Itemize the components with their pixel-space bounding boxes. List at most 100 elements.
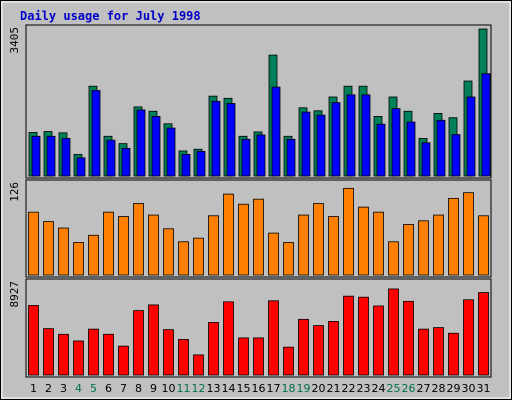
bar-top-s1-day-31 [481, 73, 491, 177]
bar-bottom-s0-day-23 [358, 296, 369, 376]
x-tick-label-day-29: 29 [447, 382, 461, 395]
x-tick-label-day-10: 10 [162, 382, 176, 395]
x-tick-label-day-27: 27 [417, 382, 431, 395]
bar-middle-s0-day-22 [343, 187, 354, 276]
bar-top-s1-day-17 [271, 86, 281, 177]
bar-top-s1-day-15 [241, 138, 251, 177]
x-tick-label-day-9: 9 [150, 382, 157, 395]
panel-top: 3405 [8, 24, 492, 179]
bar-top-s1-day-5 [91, 90, 101, 177]
y-axis-max-label: 126 [8, 182, 21, 202]
bar-bottom-s0-day-25 [388, 288, 399, 376]
bar-top-s1-day-14 [226, 103, 236, 177]
bar-middle-s0-day-11 [178, 241, 189, 276]
bar-top-s1-day-7 [121, 147, 131, 177]
bar-top-s1-day-19 [301, 111, 311, 177]
bar-top-s1-day-22 [346, 94, 356, 177]
bar-top-s1-day-4 [76, 157, 86, 177]
bar-middle-s0-day-29 [448, 198, 459, 276]
bar-middle-s0-day-5 [88, 234, 99, 276]
bar-bottom-s0-day-27 [418, 328, 429, 376]
panel-middle: 126 [8, 179, 492, 278]
bar-middle-s0-day-23 [358, 206, 369, 276]
bar-top-s1-day-12 [196, 150, 206, 177]
bar-bottom-s0-day-11 [178, 339, 189, 376]
chart-panels: 3405 126 8927 [8, 24, 492, 378]
bar-top-s1-day-16 [256, 134, 266, 177]
bar-bottom-s0-day-14 [223, 301, 234, 376]
bar-top-s1-day-1 [31, 135, 41, 177]
bar-middle-s0-day-30 [463, 192, 474, 276]
bar-bottom-s0-day-2 [43, 328, 54, 376]
bar-middle-s0-day-1 [28, 211, 39, 276]
x-tick-label-day-31: 31 [477, 382, 491, 395]
bar-middle-s0-day-9 [148, 214, 159, 276]
x-tick-label-day-14: 14 [222, 382, 236, 395]
bar-bottom-s0-day-10 [163, 329, 174, 376]
bar-bottom-s0-day-26 [403, 300, 414, 376]
x-tick-label-day-22: 22 [342, 382, 356, 395]
x-tick-label-day-13: 13 [207, 382, 221, 395]
x-tick-label-day-18: 18 [282, 382, 296, 395]
bar-top-s1-day-20 [316, 114, 326, 177]
bar-bottom-s0-day-24 [373, 305, 384, 376]
bar-top-s1-day-8 [136, 109, 146, 177]
x-tick-label-day-8: 8 [135, 382, 142, 395]
bar-top-s1-day-29 [451, 134, 461, 177]
bar-middle-s0-day-2 [43, 221, 54, 276]
bar-bottom-s0-day-13 [208, 322, 219, 376]
x-tick-label-day-3: 3 [60, 382, 67, 395]
bar-bottom-s0-day-22 [343, 295, 354, 376]
bar-middle-s0-day-3 [58, 227, 69, 276]
bar-bottom-s0-day-16 [253, 337, 264, 376]
bar-top-s1-day-26 [406, 121, 416, 177]
bar-top-s1-day-10 [166, 127, 176, 177]
panel-bottom: 8927 [8, 278, 492, 378]
bar-bottom-s0-day-1 [28, 305, 39, 376]
bar-middle-s0-day-20 [313, 203, 324, 276]
bar-middle-s0-day-27 [418, 220, 429, 276]
bar-bottom-s0-day-12 [193, 354, 204, 376]
x-tick-label-day-28: 28 [432, 382, 446, 395]
x-tick-label-day-1: 1 [30, 382, 37, 395]
bar-middle-s0-day-16 [253, 198, 264, 276]
bar-bottom-s0-day-29 [448, 332, 459, 376]
x-tick-label-day-23: 23 [357, 382, 371, 395]
x-tick-label-day-19: 19 [297, 382, 311, 395]
x-axis: 1 2 3 4 5 6 7 8 9 10 11 12 13 14 15 16 17 18 19 20 21 22 23 24 2… [30, 382, 491, 395]
bar-bottom-s0-day-30 [463, 299, 474, 376]
bar-middle-s0-day-15 [238, 203, 249, 276]
bar-middle-s0-day-17 [268, 232, 279, 276]
bar-top-s1-day-2 [46, 135, 56, 177]
x-tick-label-day-6: 6 [105, 382, 112, 395]
bar-top-s1-day-27 [421, 142, 431, 177]
x-tick-label-day-24: 24 [372, 382, 386, 395]
bar-bottom-s0-day-19 [298, 318, 309, 376]
bar-bottom-s0-day-18 [283, 346, 294, 376]
x-tick-label-day-17: 17 [267, 382, 281, 395]
y-axis-max-label: 3405 [8, 27, 21, 54]
bar-top-s1-day-25 [391, 108, 401, 177]
bar-middle-s0-day-21 [328, 216, 339, 276]
bar-bottom-s0-day-20 [313, 325, 324, 376]
bar-bottom-s0-day-17 [268, 300, 279, 376]
bar-bottom-s0-day-7 [118, 345, 129, 376]
x-tick-label-day-2: 2 [45, 382, 52, 395]
bar-bottom-s0-day-31 [478, 292, 489, 376]
x-tick-label-day-16: 16 [252, 382, 266, 395]
bar-middle-s0-day-13 [208, 215, 219, 276]
bar-top-s1-day-24 [376, 123, 386, 177]
x-tick-label-day-25: 25 [387, 382, 401, 395]
bar-top-s1-day-13 [211, 100, 221, 177]
bar-bottom-s0-day-6 [103, 333, 114, 376]
x-tick-label-day-21: 21 [327, 382, 341, 395]
bar-top-s1-day-28 [436, 119, 446, 177]
bar-middle-s0-day-28 [433, 214, 444, 276]
chart-title: Daily usage for July 1998 [20, 9, 201, 23]
bar-bottom-s0-day-3 [58, 333, 69, 376]
bar-top-s1-day-6 [106, 139, 116, 177]
bar-bottom-s0-day-15 [238, 337, 249, 376]
bar-bottom-s0-day-4 [73, 340, 84, 376]
